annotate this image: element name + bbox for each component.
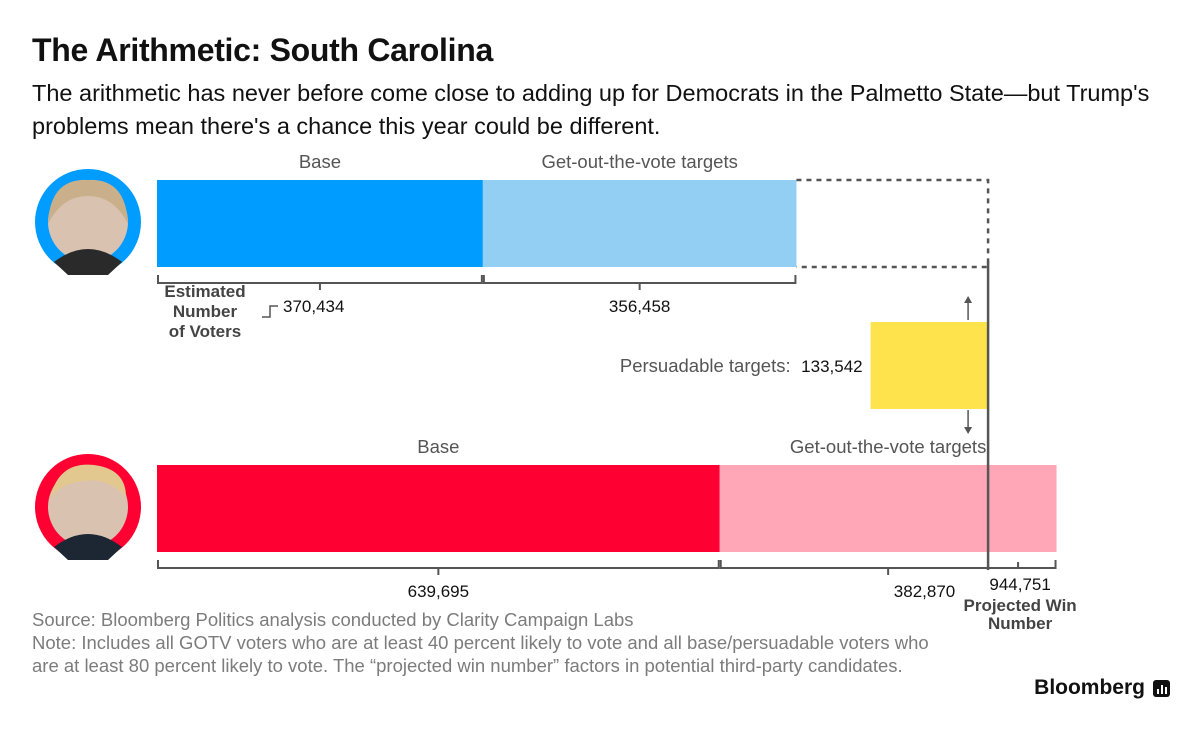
trump-avatar-face bbox=[48, 467, 128, 547]
projected-win-label-line1: Projected Win bbox=[963, 596, 1076, 615]
trump-avatar-shoulders bbox=[54, 534, 122, 560]
clinton-value-label-0: 370,434 bbox=[283, 297, 344, 316]
clinton-avatar-shoulders bbox=[54, 249, 122, 275]
trump-avatar-hair bbox=[50, 464, 126, 499]
trump-value-label-0: 639,695 bbox=[408, 582, 469, 601]
projected-win-label-line2: Number bbox=[988, 614, 1053, 633]
persuadable-bar bbox=[870, 322, 989, 409]
clinton-bar-1 bbox=[482, 180, 797, 267]
brand-logo: Bloomberg bbox=[1034, 676, 1170, 700]
chart-title: The Arithmetic: South Carolina bbox=[32, 32, 493, 68]
axis-note-leader bbox=[262, 305, 278, 318]
clinton-avatar-hair bbox=[48, 179, 128, 224]
projected-win-value: 944,751 bbox=[989, 575, 1050, 594]
persuadable-arrowhead-down bbox=[964, 427, 973, 434]
axis-note-line: Estimated bbox=[164, 282, 245, 301]
trump-avatar bbox=[35, 454, 141, 560]
clinton-avatar-face bbox=[48, 182, 128, 262]
methodology-note: Note: Includes all GOTV voters who are a… bbox=[32, 632, 929, 676]
bar-chart-icon bbox=[1153, 679, 1170, 697]
clinton-bracket-1 bbox=[482, 275, 797, 284]
clinton-bar-0 bbox=[157, 180, 483, 267]
persuadable-value: 133,542 bbox=[801, 357, 862, 376]
persuadable-label: Persuadable targets: bbox=[620, 355, 791, 376]
trump-bar-1 bbox=[719, 465, 1057, 552]
trump-bar-0 bbox=[157, 465, 720, 552]
clinton-avatar bbox=[35, 169, 141, 275]
trump-value-label-1: 382,870 bbox=[894, 582, 955, 601]
source-note: Source: Bloomberg Politics analysis cond… bbox=[32, 609, 634, 630]
axis-note-line: of Voters bbox=[169, 322, 241, 341]
chart-subtitle: The arithmetic has never before come clo… bbox=[32, 80, 1150, 139]
clinton-segment-label-1: Get-out-the-vote targets bbox=[541, 151, 737, 172]
remaining-gap-outline bbox=[796, 178, 990, 269]
clinton-value-label-1: 356,458 bbox=[609, 297, 670, 316]
persuadable-arrowhead-up bbox=[964, 296, 973, 303]
clinton-segment-label-0: Base bbox=[299, 151, 341, 172]
trump-segment-label-1: Get-out-the-vote targets bbox=[790, 436, 986, 457]
axis-note-line: Number bbox=[173, 302, 238, 321]
trump-segment-label-0: Base bbox=[417, 436, 459, 457]
projected-win-bracket bbox=[988, 562, 1020, 569]
footer: Source: Bloomberg Politics analysis cond… bbox=[32, 608, 932, 677]
trump-bracket-0 bbox=[157, 560, 720, 569]
brand-name: Bloomberg bbox=[1034, 676, 1145, 699]
trump-bracket-1 bbox=[719, 560, 1057, 569]
